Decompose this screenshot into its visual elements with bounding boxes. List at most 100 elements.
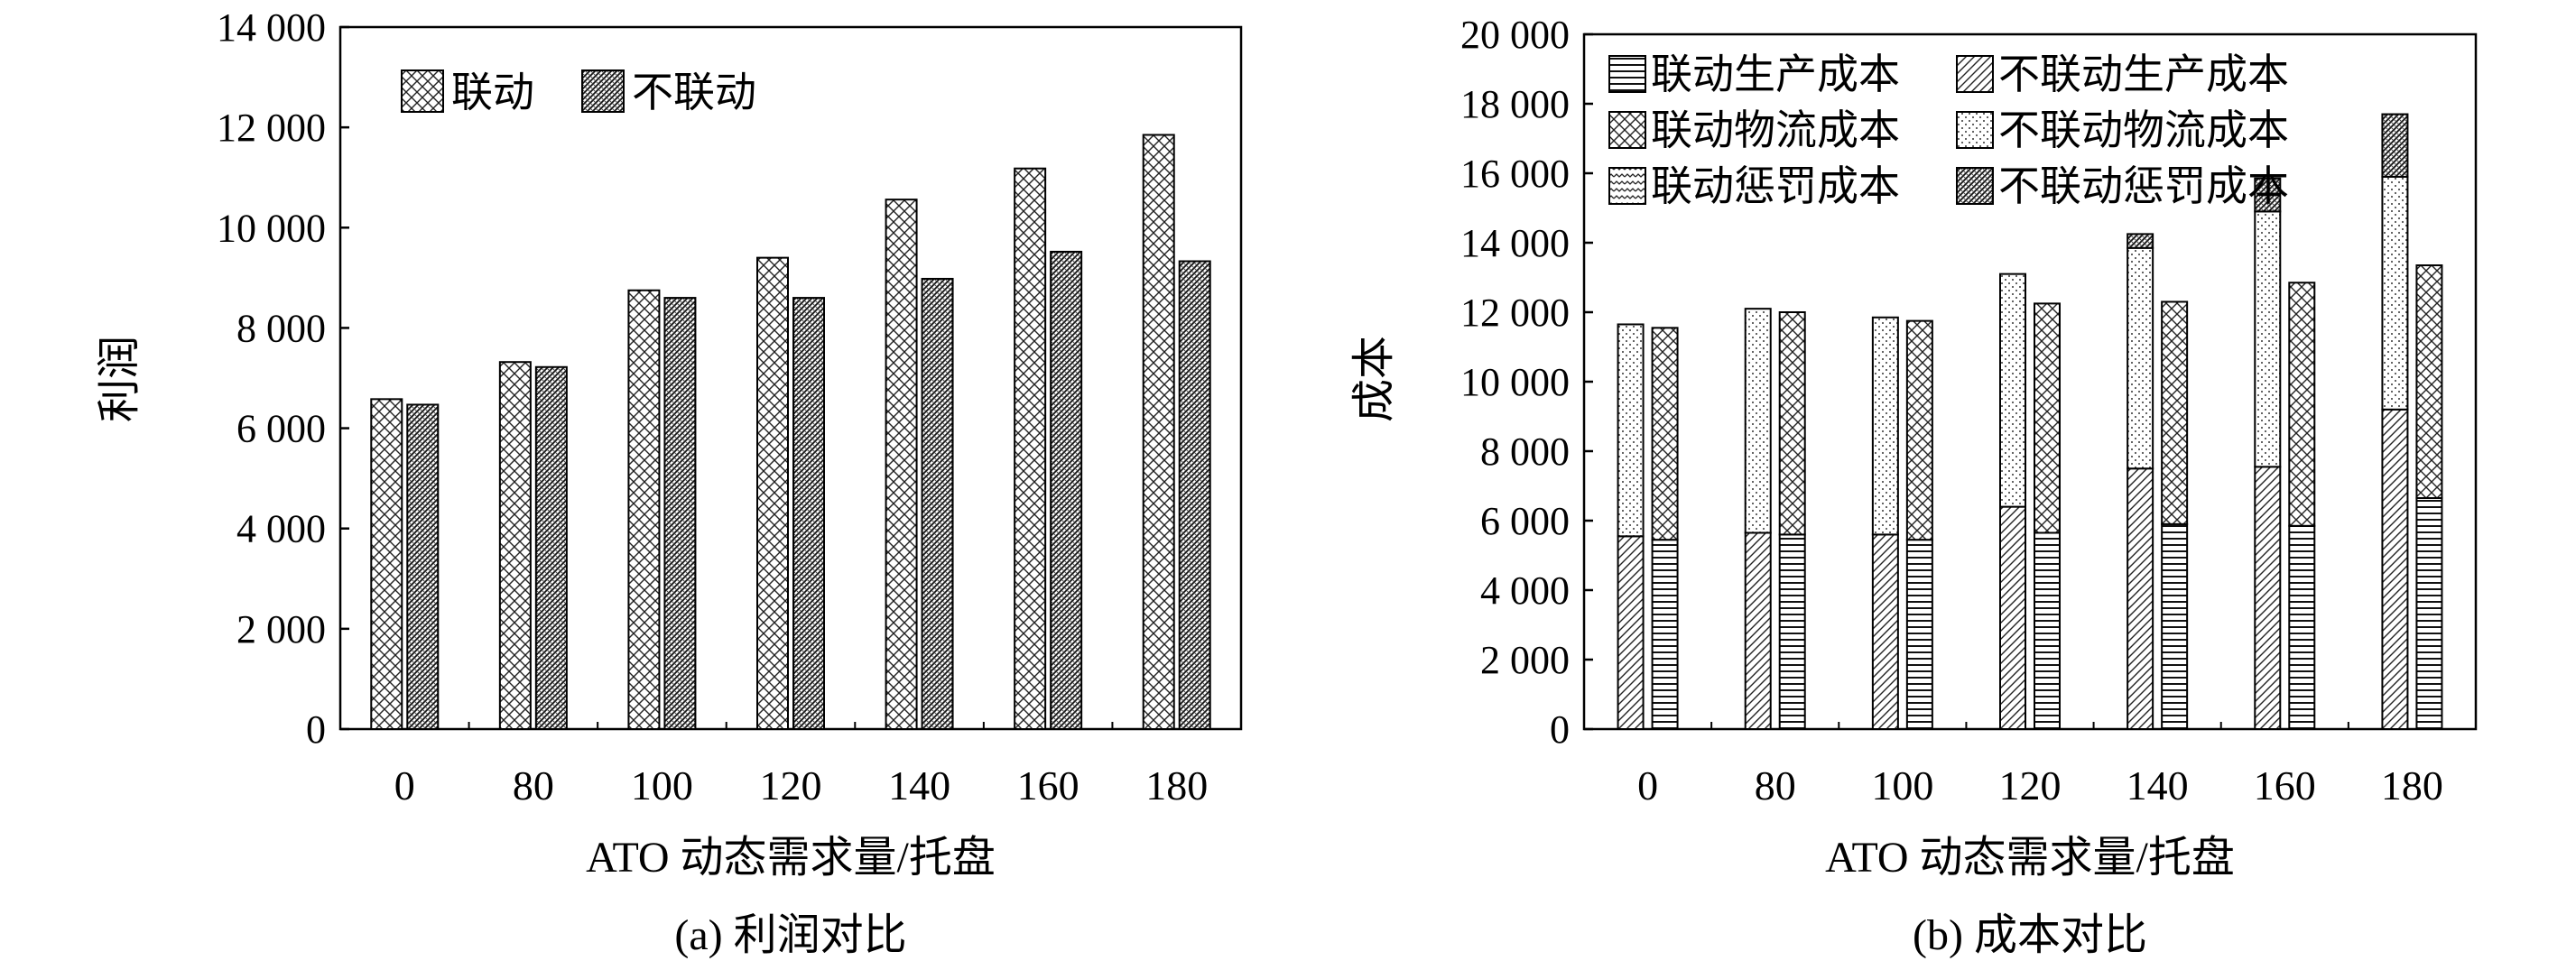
y-tick-label: 12 000 xyxy=(1460,291,1570,335)
y-tick-label: 14 000 xyxy=(217,5,326,50)
y-tick-label: 0 xyxy=(1550,707,1570,752)
y-axis-title: 利润 xyxy=(96,336,144,422)
y-tick-label: 8 000 xyxy=(1480,430,1570,474)
x-axis-title: ATO 动态需求量/托盘 xyxy=(1825,834,2235,882)
y-tick-label: 6 000 xyxy=(236,407,326,451)
bar-unlinked-0 xyxy=(406,403,440,730)
bar-segment-linked-0-100 xyxy=(1871,533,1899,731)
bar-segment-unlinked-1-160 xyxy=(2288,282,2316,527)
bar-segment-unlinked-0-100 xyxy=(1905,539,1933,730)
bar-segment-unlinked-0-120 xyxy=(2034,531,2061,730)
legend-swatch-4 xyxy=(1608,167,1646,205)
bar-unlinked-120 xyxy=(792,297,825,730)
y-axis: 0 2 000 4 000 6 000 8 000 10 000 12 000 14 000 xyxy=(217,5,349,752)
x-tick-label: 100 xyxy=(1871,762,1933,808)
bar-segment-unlinked-0-140 xyxy=(2161,522,2189,730)
y-tick-label: 4 000 xyxy=(236,507,326,551)
legend-label-3: 不联动物流成本 xyxy=(1998,107,2289,153)
bar-segment-linked-2-140 xyxy=(2127,233,2154,249)
bar-unlinked-100 xyxy=(663,297,697,730)
chart-caption: (a) 利润对比 xyxy=(674,911,906,959)
legend-label-unlinked: 不联动 xyxy=(632,69,756,115)
legend-label-4: 联动惩罚成本 xyxy=(1651,163,1900,209)
bar-linked-100 xyxy=(627,289,661,730)
bar-segment-linked-1-120 xyxy=(1999,273,2026,508)
bar-segment-linked-0-180 xyxy=(2381,408,2409,730)
x-axis: 0 80 100 120 140 160 180 xyxy=(394,722,1208,808)
bar-segment-unlinked-1-140 xyxy=(2161,300,2189,525)
x-tick-label: 0 xyxy=(394,762,415,808)
legend-swatch-0 xyxy=(1608,55,1646,93)
bar-linked-140 xyxy=(885,199,918,730)
y-axis-title: 成本 xyxy=(1350,336,1398,422)
bar-segment-linked-1-160 xyxy=(2254,210,2282,468)
y-tick-label: 10 000 xyxy=(217,206,326,250)
bar-segment-linked-2-160 xyxy=(2254,177,2282,213)
x-tick-label: 160 xyxy=(1017,762,1080,808)
legend-label-linked: 联动 xyxy=(451,69,534,115)
bar-unlinked-160 xyxy=(1050,250,1083,730)
bar-linked-80 xyxy=(498,361,532,730)
bar-linked-160 xyxy=(1014,167,1047,730)
y-tick-label: 4 000 xyxy=(1480,568,1570,613)
bar-linked-0 xyxy=(370,398,403,730)
x-tick-label: 140 xyxy=(2127,762,2189,808)
legend-label-2: 联动物流成本 xyxy=(1651,107,1900,153)
bar-segment-linked-1-100 xyxy=(1871,316,1899,536)
bar-unlinked-80 xyxy=(534,365,568,730)
x-tick-label: 120 xyxy=(1999,762,2062,808)
bar-linked-120 xyxy=(756,256,789,730)
bar-segment-unlinked-1-80 xyxy=(1778,311,1806,536)
bar-segment-linked-0-140 xyxy=(2127,467,2154,730)
bar-segment-unlinked-1-0 xyxy=(1651,327,1679,541)
bar-segment-linked-1-0 xyxy=(1617,323,1645,538)
x-tick-label: 100 xyxy=(631,762,693,808)
legend-swatch-5 xyxy=(1956,167,1994,205)
x-tick-label: 180 xyxy=(2381,762,2443,808)
bar-segment-linked-2-180 xyxy=(2381,113,2409,178)
plot-frame xyxy=(338,25,1243,731)
bar-segment-linked-0-0 xyxy=(1617,535,1645,731)
bar-segment-linked-0-80 xyxy=(1744,531,1772,730)
bar-segment-unlinked-1-180 xyxy=(2415,264,2443,499)
y-tick-label: 16 000 xyxy=(1460,152,1570,196)
x-tick-label: 160 xyxy=(2254,762,2316,808)
bar-segment-linked-1-180 xyxy=(2381,175,2409,411)
y-tick-label: 18 000 xyxy=(1460,82,1570,126)
bar-layer xyxy=(370,134,1211,731)
bar-segment-unlinked-1-120 xyxy=(2034,302,2061,534)
y-tick-label: 10 000 xyxy=(1460,360,1570,404)
x-tick-label: 120 xyxy=(760,762,822,808)
x-tick-label: 180 xyxy=(1145,762,1208,808)
legend-label-1: 不联动生产成本 xyxy=(1998,51,2289,97)
cost-chart: 0 2 000 4 000 6 000 8 000 10 000 12 000 14 000 1… xyxy=(1350,13,2478,959)
bar-linked-180 xyxy=(1142,134,1175,730)
x-tick-label: 80 xyxy=(513,762,554,808)
bar-segment-unlinked-0-180 xyxy=(2415,496,2443,730)
bar-segment-unlinked-0-80 xyxy=(1778,533,1806,731)
legend-swatch-1 xyxy=(1956,55,1994,93)
y-axis: 0 2 000 4 000 6 000 8 000 10 000 12 000 14 000 1… xyxy=(1460,13,1593,752)
y-tick-label: 2 000 xyxy=(236,607,326,651)
x-axis: 0 80 100 120 140 160 180 xyxy=(1637,722,2443,808)
chart-caption: (b) 成本对比 xyxy=(1913,911,2147,959)
y-tick-label: 14 000 xyxy=(1460,221,1570,265)
legend: 联动 不联动 xyxy=(401,69,756,115)
x-axis-title: ATO 动态需求量/托盘 xyxy=(586,834,996,882)
legend-label-5: 不联动惩罚成本 xyxy=(1998,163,2289,209)
x-tick-label: 140 xyxy=(888,762,950,808)
bar-unlinked-180 xyxy=(1178,260,1211,731)
bar-segment-unlinked-0-0 xyxy=(1651,539,1679,730)
y-tick-label: 8 000 xyxy=(236,306,326,350)
bar-segment-linked-0-160 xyxy=(2254,466,2282,730)
y-tick-label: 20 000 xyxy=(1460,13,1570,57)
legend-label-0: 联动生产成本 xyxy=(1651,51,1900,97)
y-tick-label: 6 000 xyxy=(1480,499,1570,543)
x-tick-label: 0 xyxy=(1637,762,1658,808)
bar-segment-unlinked-1-100 xyxy=(1905,319,1933,541)
legend: 联动生产成本 不联动生产成本 联动物流成本 不联动物流成本 联动惩罚成本 不联动… xyxy=(1608,51,2289,209)
bar-segment-linked-1-80 xyxy=(1744,308,1772,534)
y-tick-label: 0 xyxy=(306,707,326,752)
